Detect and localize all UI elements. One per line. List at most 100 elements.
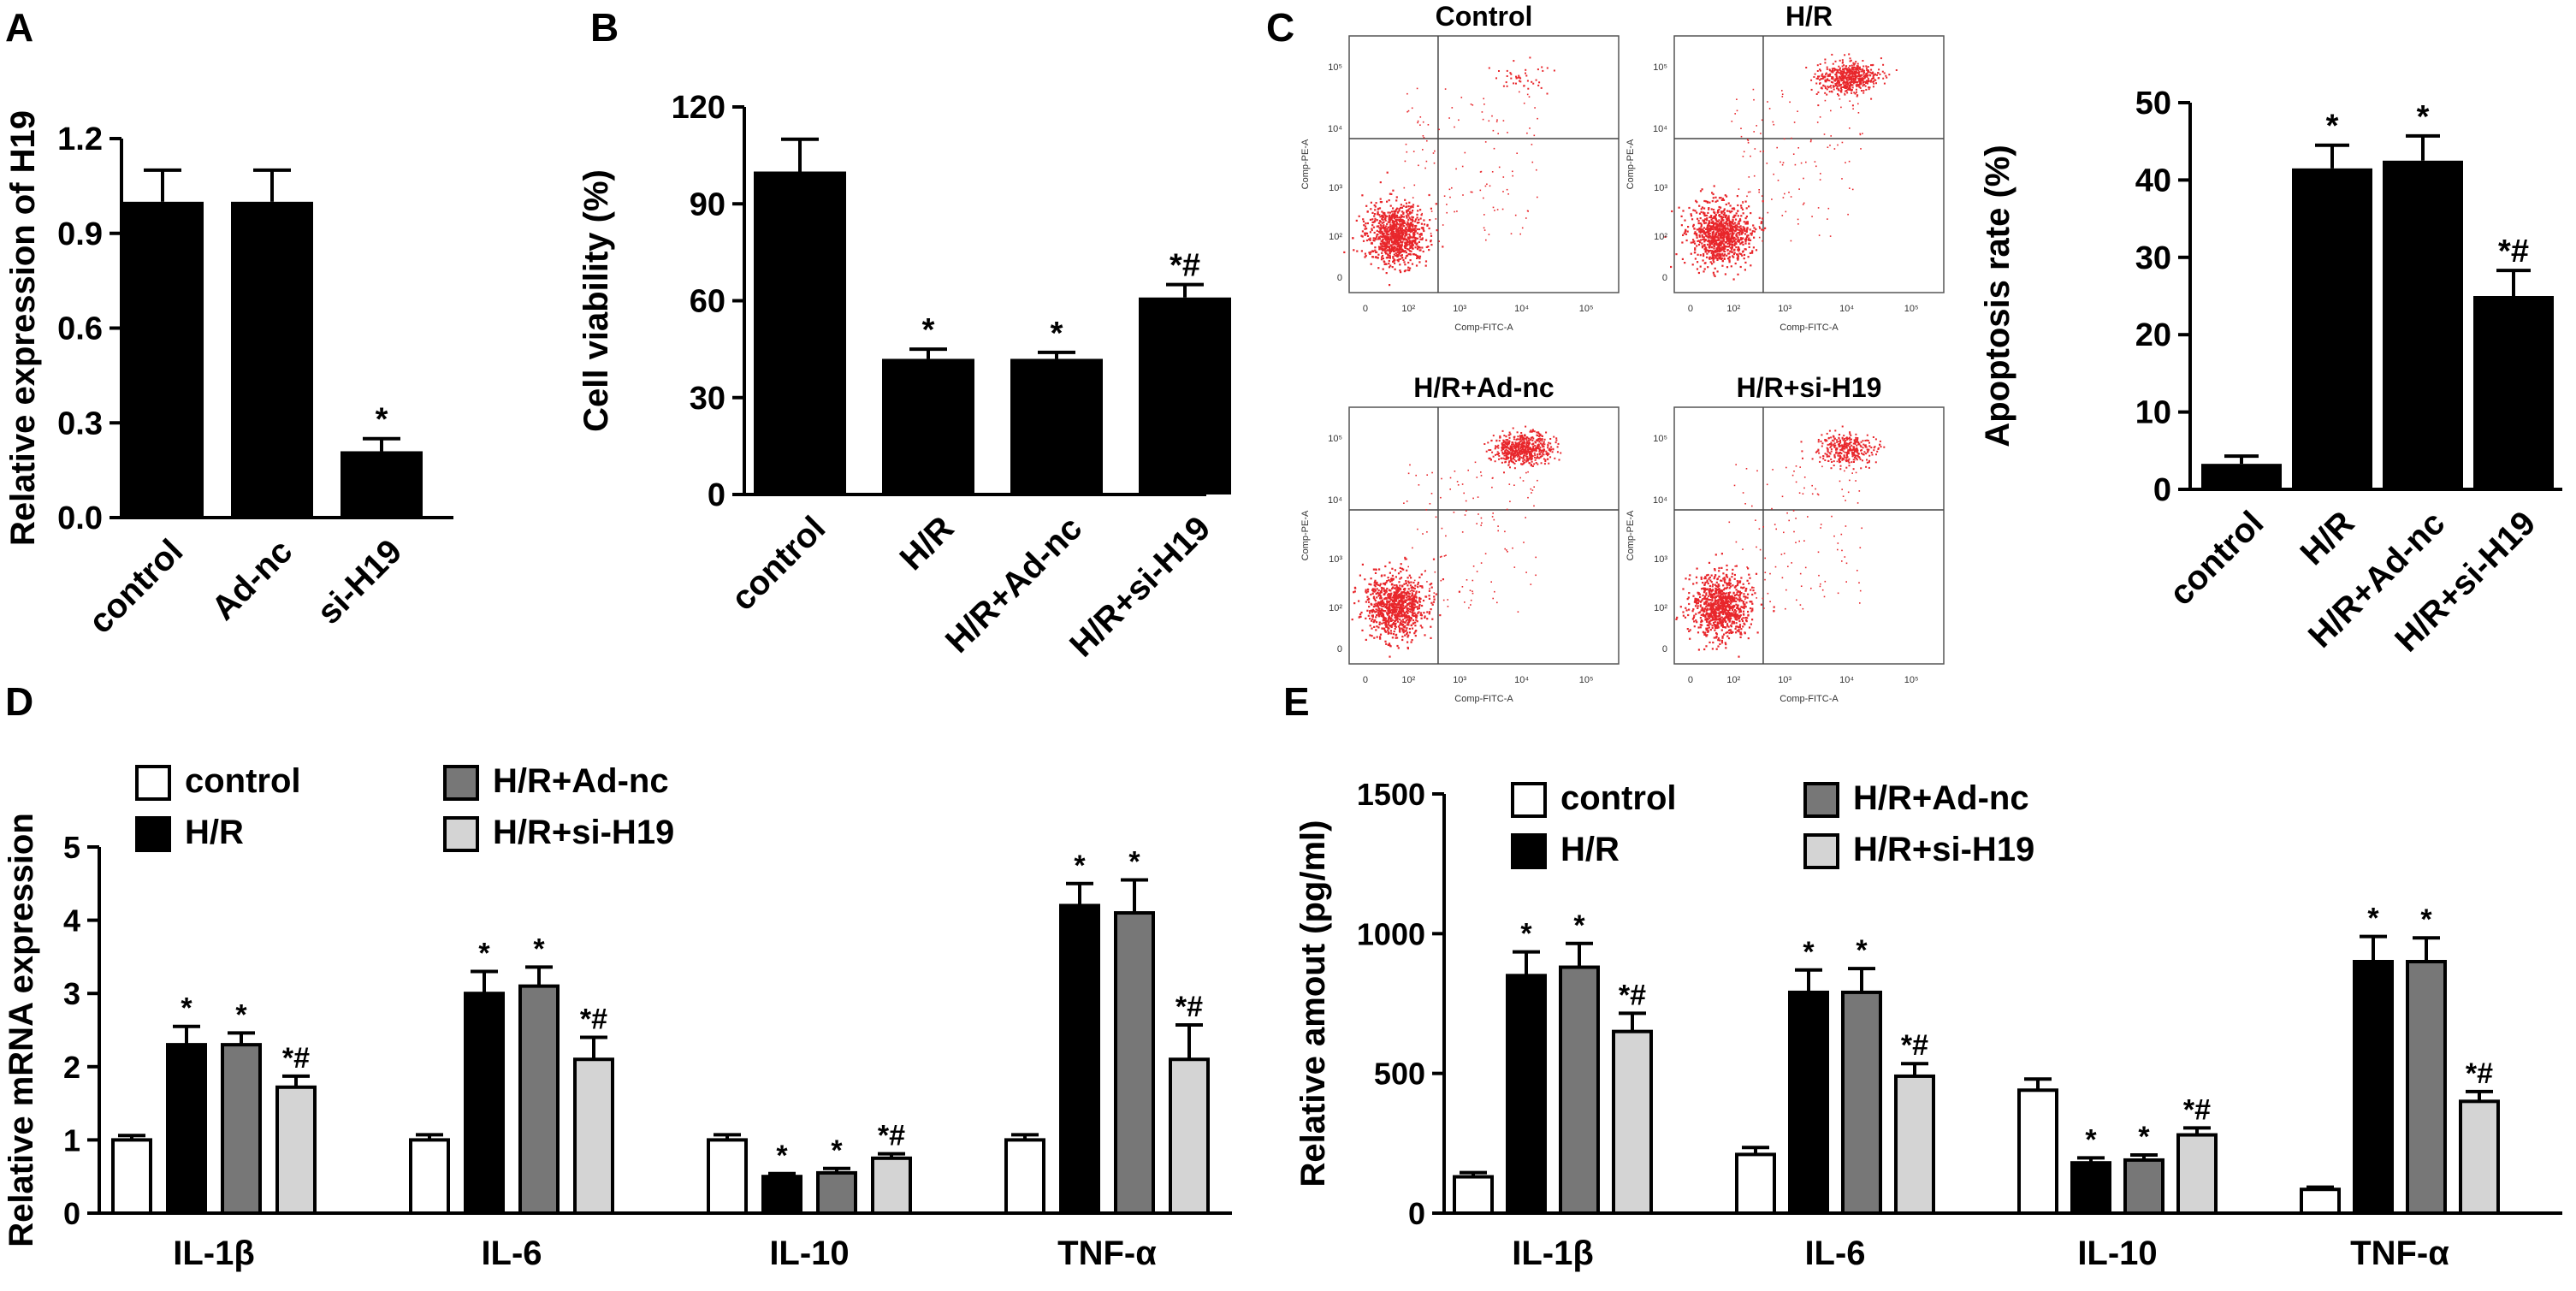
flow-dot [1382, 219, 1384, 222]
flow-dot [1750, 234, 1753, 236]
flow-dot [1526, 132, 1528, 134]
flow-dot [1722, 589, 1726, 591]
flow-dot [1411, 107, 1413, 110]
flow-dot [1738, 222, 1740, 225]
flow-dot-cloud [1675, 425, 1886, 658]
flow-dot [1732, 256, 1735, 258]
x-tick-label: H/R [893, 509, 962, 577]
flow-dot [1709, 229, 1712, 232]
flow-dot [1404, 245, 1406, 247]
flow-dot [1508, 440, 1511, 442]
flow-dot [1394, 262, 1396, 264]
flow-dot [1417, 222, 1419, 224]
flow-dot [1728, 241, 1731, 244]
flow-dot [1397, 647, 1400, 649]
flow-dot [1382, 619, 1384, 622]
flow-dot [1424, 616, 1426, 619]
flow-dot [1819, 63, 1821, 65]
flow-dot [1412, 204, 1415, 206]
flow-dot [1714, 595, 1716, 598]
flow-dot [1867, 74, 1869, 77]
flow-dot [1386, 241, 1389, 244]
flow-dot [1680, 215, 1683, 217]
flow-dot [1513, 60, 1515, 62]
flow-dot [1849, 73, 1851, 75]
flow-dot [1497, 133, 1499, 134]
flow-dot [1718, 228, 1720, 231]
flow-dot [1685, 607, 1687, 609]
flow-dot [1383, 249, 1386, 252]
flow-dot [1858, 86, 1861, 88]
flow-dot [1379, 636, 1382, 638]
flow-dot [1421, 246, 1424, 249]
flow-dot [1822, 85, 1825, 87]
flow-dot [1712, 228, 1714, 230]
flow-dot [1720, 247, 1722, 250]
flow-dot [1383, 597, 1386, 600]
flow-dot [1408, 233, 1411, 236]
flow-dot [1493, 518, 1495, 521]
flow-dot [1524, 459, 1526, 461]
flow-dot [1750, 589, 1752, 591]
flow-dot [1766, 163, 1768, 164]
flow-dot [1699, 254, 1702, 257]
flow-dot [1412, 601, 1416, 603]
flow-dot [1411, 218, 1414, 221]
flow-dot [1781, 215, 1784, 216]
flow-dot [1499, 436, 1501, 439]
flow-dot [1381, 249, 1384, 252]
flow-dot [1761, 195, 1763, 197]
significance-mark: * [922, 312, 935, 348]
flow-dot [1390, 192, 1393, 195]
flow-dot [1483, 214, 1485, 216]
flow-dot [1735, 631, 1738, 634]
flow-dot [1753, 236, 1756, 239]
flow-dot [1733, 236, 1736, 239]
flow-dot [1395, 219, 1398, 222]
flow-dot [1519, 477, 1521, 479]
flow-dot [1393, 250, 1395, 252]
flow-dot [1436, 229, 1438, 232]
flow-dot [1728, 243, 1732, 246]
flow-dot [1699, 190, 1703, 192]
flow-dot [1389, 255, 1391, 258]
flow-dot [1716, 258, 1719, 261]
flow-dot [1728, 607, 1731, 609]
flow-dot [1824, 92, 1827, 94]
flow-dot [1708, 222, 1711, 225]
flow-dot [1391, 613, 1394, 615]
flow-dot [1439, 614, 1442, 617]
flow-dot [1840, 106, 1842, 109]
flow-dot [1364, 232, 1366, 234]
flow-dot [1383, 616, 1385, 619]
flow-dot [1829, 235, 1832, 237]
flow-dot [1524, 437, 1526, 440]
flow-dot [1728, 222, 1732, 225]
flow-dot [1538, 433, 1541, 435]
flow-dot [1415, 601, 1418, 603]
flow-dot [1827, 86, 1829, 88]
flow-dot [1881, 70, 1884, 73]
flow-dot [1397, 237, 1400, 240]
flow-dot [1695, 199, 1697, 202]
flow-dot [1732, 232, 1735, 234]
flow-dot [1697, 601, 1699, 605]
flow-dot [1379, 246, 1382, 249]
flow-dot [1374, 571, 1377, 574]
flow-dot [1494, 590, 1495, 593]
flow-dot [1406, 612, 1409, 614]
flow-dot [1839, 72, 1841, 74]
flow-dot [1530, 583, 1532, 585]
flow-dot [1384, 219, 1387, 222]
flow-dot [1366, 222, 1369, 225]
flow-dot [1513, 566, 1516, 568]
flow-dot [1707, 240, 1709, 242]
flow-dot [1416, 237, 1419, 240]
flow-dot [1401, 219, 1404, 222]
flow-dot [1723, 210, 1726, 212]
flow-dot [1809, 140, 1812, 143]
flow-dot [1852, 108, 1854, 110]
flow-dot [1377, 213, 1379, 216]
flow-dot [1395, 226, 1398, 228]
flow-dot [1717, 625, 1720, 627]
